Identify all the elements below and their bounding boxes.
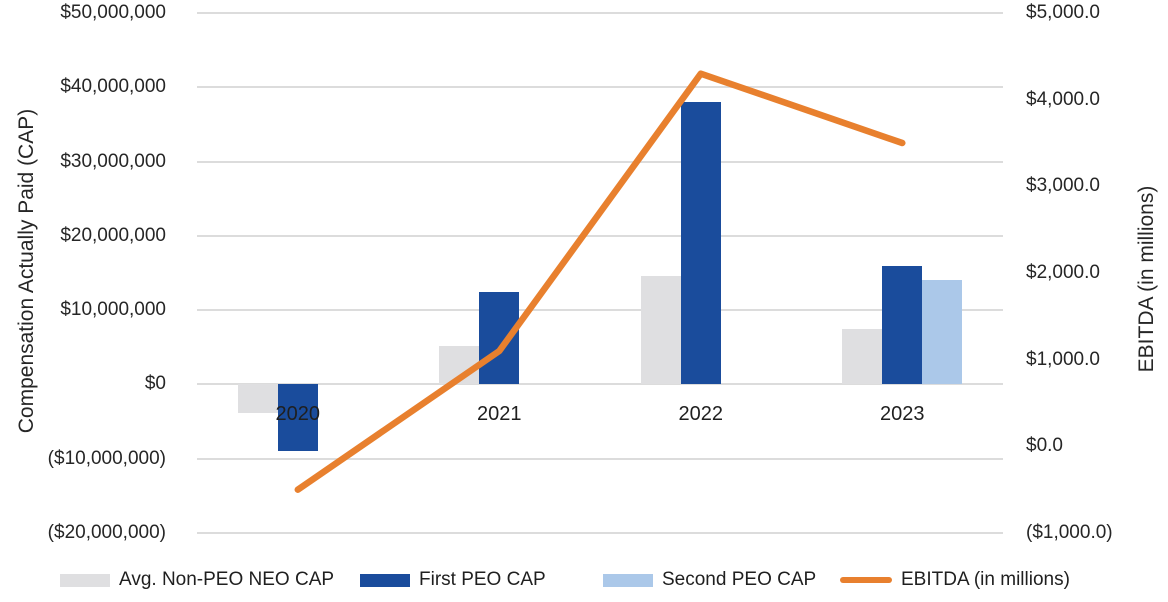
right-axis-title: EBITDA (in millions) [1135,185,1158,373]
right-axis-tick-label: $5,000.0 [1026,2,1100,23]
gridline [197,12,1003,14]
gridline [197,383,1003,386]
category-label-2020: 2020 [275,403,321,426]
legend-label: Avg. Non-PEO NEO CAP [119,569,335,590]
gridline [197,532,1003,534]
left-axis-tick-label: ($10,000,000) [47,447,166,469]
right-axis-tick-label: $3,000.0 [1026,175,1100,197]
left-axis-tick-label: $20,000,000 [60,224,166,246]
right-axis-tick-label: $2,000.0 [1026,262,1100,283]
ebitda-line [294,70,906,493]
left-axis-tick-label: $30,000,000 [60,150,166,172]
bar-avg-non-peo-neo-cap-2022 [640,275,681,385]
right-axis-tick-label: $4,000.0 [1026,88,1100,110]
left-axis-tick-label: $10,000,000 [60,299,166,321]
left-axis-tick-label: $50,000,000 [60,2,166,23]
bar-second-peo-cap-2023 [922,280,963,385]
left-axis-tick-label: $0 [144,373,166,395]
bar-first-peo-cap-2022 [680,102,721,385]
bar-first-peo-cap-2020 [277,384,318,452]
left-axis-title: Compensation Actually Paid (CAP) [15,108,38,434]
legend-label: EBITDA (in millions) [901,569,1070,590]
legend-item-ebitda-in-millions: EBITDA (in millions) [840,565,1070,595]
left-axis-tick-label: ($20,000,000) [47,522,166,543]
right-axis-tick-label: $0.0 [1026,435,1063,457]
legend-swatch [360,573,410,587]
legend-item-first-peo-cap: First PEO CAP [360,565,546,595]
legend-label: Second PEO CAP [662,569,817,590]
right-axis-tick-label: $1,000.0 [1026,348,1100,370]
plot-area: 2020 2021 2022 2023 [197,12,1003,534]
bar-first-peo-cap-2023 [882,265,923,385]
left-axis-tick-label: $40,000,000 [60,76,166,98]
gridline [197,309,1003,312]
legend-swatch [603,573,653,587]
bar-avg-non-peo-neo-cap-2020 [237,384,278,413]
category-label-2022: 2022 [678,403,724,426]
gridline [197,234,1003,237]
bar-avg-non-peo-neo-cap-2023 [842,328,883,385]
category-label-2021: 2021 [477,403,522,426]
legend-line-marker [840,577,892,583]
gridline [197,160,1003,163]
gridline [197,86,1003,89]
category-label-2023: 2023 [880,403,925,426]
legend-item-avg-non-peo-neo-cap: Avg. Non-PEO NEO CAP [60,565,334,595]
legend-swatch [60,573,110,587]
right-axis-tick-label: ($1,000.0) [1026,522,1113,543]
ebitda-line-layer [294,70,906,493]
legend-item-second-peo-cap: Second PEO CAP [603,565,816,595]
gridline [197,457,1003,460]
legend-label: First PEO CAP [419,569,546,590]
